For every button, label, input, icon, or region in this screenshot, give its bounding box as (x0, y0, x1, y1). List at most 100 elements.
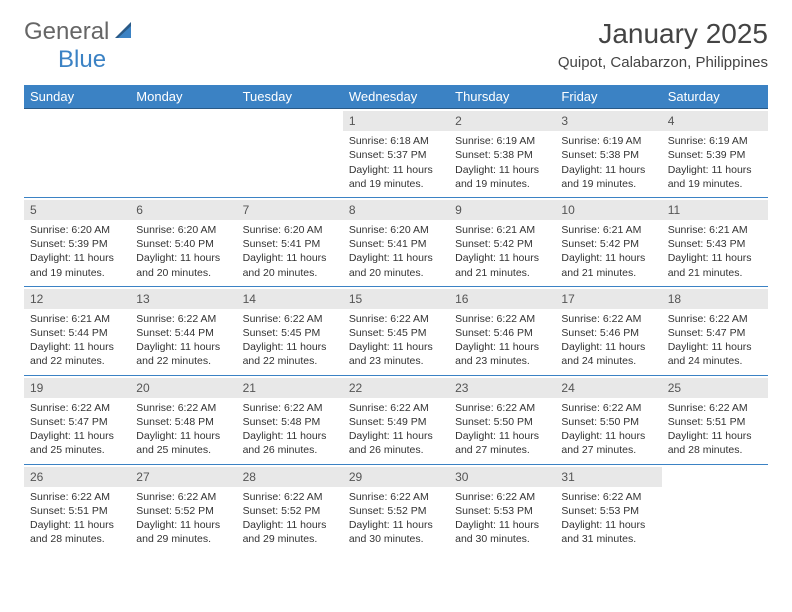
sunset-text: Sunset: 5:41 PM (349, 237, 443, 251)
day-number: 6 (130, 200, 236, 220)
day-number: 8 (343, 200, 449, 220)
sunset-text: Sunset: 5:48 PM (243, 415, 337, 429)
daylight-text: Daylight: 11 hours and 25 minutes. (136, 429, 230, 457)
sunrise-text: Sunrise: 6:19 AM (668, 134, 762, 148)
day-number: 5 (24, 200, 130, 220)
sunset-text: Sunset: 5:49 PM (349, 415, 443, 429)
sunset-text: Sunset: 5:42 PM (455, 237, 549, 251)
sunset-text: Sunset: 5:45 PM (243, 326, 337, 340)
sunset-text: Sunset: 5:41 PM (243, 237, 337, 251)
sunrise-text: Sunrise: 6:22 AM (455, 490, 549, 504)
day-number: 18 (662, 289, 768, 309)
calendar-cell: 2Sunrise: 6:19 AMSunset: 5:38 PMDaylight… (449, 109, 555, 198)
day-number: 27 (130, 467, 236, 487)
day-number: 16 (449, 289, 555, 309)
sunset-text: Sunset: 5:43 PM (668, 237, 762, 251)
sunset-text: Sunset: 5:47 PM (668, 326, 762, 340)
sunrise-text: Sunrise: 6:22 AM (668, 312, 762, 326)
calendar-row: 26Sunrise: 6:22 AMSunset: 5:51 PMDayligh… (24, 464, 768, 552)
calendar-cell: 20Sunrise: 6:22 AMSunset: 5:48 PMDayligh… (130, 375, 236, 464)
calendar-cell: 14Sunrise: 6:22 AMSunset: 5:45 PMDayligh… (237, 286, 343, 375)
sunrise-text: Sunrise: 6:22 AM (349, 490, 443, 504)
sunrise-text: Sunrise: 6:21 AM (30, 312, 124, 326)
day-number: 13 (130, 289, 236, 309)
sunset-text: Sunset: 5:51 PM (668, 415, 762, 429)
sunrise-text: Sunrise: 6:21 AM (561, 223, 655, 237)
sunset-text: Sunset: 5:40 PM (136, 237, 230, 251)
calendar-cell: 28Sunrise: 6:22 AMSunset: 5:52 PMDayligh… (237, 464, 343, 552)
calendar-cell: 26Sunrise: 6:22 AMSunset: 5:51 PMDayligh… (24, 464, 130, 552)
calendar-cell: 3 Sunrise: 6:19 AMSunset: 5:38 PMDaylight… (555, 109, 661, 198)
day-number: 30 (449, 467, 555, 487)
sunset-text: Sunset: 5:51 PM (30, 504, 124, 518)
daylight-text: Daylight: 11 hours and 21 minutes. (668, 251, 762, 279)
daylight-text: Daylight: 11 hours and 20 minutes. (136, 251, 230, 279)
daylight-text: Daylight: 11 hours and 22 minutes. (136, 340, 230, 368)
calendar-cell (237, 109, 343, 198)
sunset-text: Sunset: 5:39 PM (30, 237, 124, 251)
weekday-sunday: Sunday (24, 85, 130, 109)
sunset-text: Sunset: 5:52 PM (349, 504, 443, 518)
sunrise-text: Sunrise: 6:22 AM (136, 490, 230, 504)
calendar-cell: 1Sunrise: 6:18 AMSunset: 5:37 PMDaylight… (343, 109, 449, 198)
day-number: 15 (343, 289, 449, 309)
calendar-cell (662, 464, 768, 552)
sunrise-text: Sunrise: 6:22 AM (30, 490, 124, 504)
weekday-tuesday: Tuesday (237, 85, 343, 109)
daylight-text: Daylight: 11 hours and 28 minutes. (668, 429, 762, 457)
calendar-cell: 21Sunrise: 6:22 AMSunset: 5:48 PMDayligh… (237, 375, 343, 464)
sunset-text: Sunset: 5:47 PM (30, 415, 124, 429)
sunrise-text: Sunrise: 6:19 AM (455, 134, 549, 148)
weekday-header-row: Sunday Monday Tuesday Wednesday Thursday… (24, 85, 768, 109)
sunrise-text: Sunrise: 6:19 AM (561, 134, 655, 148)
day-number: 10 (555, 200, 661, 220)
day-number: 22 (343, 378, 449, 398)
sunrise-text: Sunrise: 6:20 AM (349, 223, 443, 237)
sunset-text: Sunset: 5:52 PM (136, 504, 230, 518)
calendar-cell: 19Sunrise: 6:22 AMSunset: 5:47 PMDayligh… (24, 375, 130, 464)
day-number: 28 (237, 467, 343, 487)
logo-sail-icon (113, 20, 133, 45)
sunset-text: Sunset: 5:53 PM (561, 504, 655, 518)
sunrise-text: Sunrise: 6:22 AM (561, 490, 655, 504)
sunset-text: Sunset: 5:38 PM (561, 148, 655, 162)
calendar-row: 1Sunrise: 6:18 AMSunset: 5:37 PMDaylight… (24, 109, 768, 198)
calendar-cell: 24Sunrise: 6:22 AMSunset: 5:50 PMDayligh… (555, 375, 661, 464)
daylight-text: Daylight: 11 hours and 19 minutes. (561, 163, 655, 191)
calendar-table: Sunday Monday Tuesday Wednesday Thursday… (24, 85, 768, 552)
sunrise-text: Sunrise: 6:18 AM (349, 134, 443, 148)
sunrise-text: Sunrise: 6:22 AM (243, 312, 337, 326)
weekday-thursday: Thursday (449, 85, 555, 109)
calendar-cell: 6Sunrise: 6:20 AMSunset: 5:40 PMDaylight… (130, 197, 236, 286)
daylight-text: Daylight: 11 hours and 19 minutes. (30, 251, 124, 279)
daylight-text: Daylight: 11 hours and 19 minutes. (349, 163, 443, 191)
day-number: 4 (662, 111, 768, 131)
day-number: 31 (555, 467, 661, 487)
day-number: 23 (449, 378, 555, 398)
sunrise-text: Sunrise: 6:22 AM (455, 401, 549, 415)
calendar-cell: 15Sunrise: 6:22 AMSunset: 5:45 PMDayligh… (343, 286, 449, 375)
sunset-text: Sunset: 5:44 PM (136, 326, 230, 340)
sunset-text: Sunset: 5:37 PM (349, 148, 443, 162)
daylight-text: Daylight: 11 hours and 20 minutes. (349, 251, 443, 279)
sunrise-text: Sunrise: 6:22 AM (668, 401, 762, 415)
calendar-row: 19Sunrise: 6:22 AMSunset: 5:47 PMDayligh… (24, 375, 768, 464)
daylight-text: Daylight: 11 hours and 27 minutes. (561, 429, 655, 457)
daylight-text: Daylight: 11 hours and 21 minutes. (455, 251, 549, 279)
daylight-text: Daylight: 11 hours and 23 minutes. (455, 340, 549, 368)
calendar-cell: 27Sunrise: 6:22 AMSunset: 5:52 PMDayligh… (130, 464, 236, 552)
daylight-text: Daylight: 11 hours and 21 minutes. (561, 251, 655, 279)
sunrise-text: Sunrise: 6:20 AM (243, 223, 337, 237)
sunset-text: Sunset: 5:52 PM (243, 504, 337, 518)
title-location: Quipot, Calabarzon, Philippines (558, 54, 768, 71)
calendar-cell: 7Sunrise: 6:20 AMSunset: 5:41 PMDaylight… (237, 197, 343, 286)
calendar-cell: 9Sunrise: 6:21 AMSunset: 5:42 PMDaylight… (449, 197, 555, 286)
logo-text-blue: Blue (58, 46, 106, 73)
daylight-text: Daylight: 11 hours and 20 minutes. (243, 251, 337, 279)
sunset-text: Sunset: 5:53 PM (455, 504, 549, 518)
daylight-text: Daylight: 11 hours and 30 minutes. (455, 518, 549, 546)
daylight-text: Daylight: 11 hours and 29 minutes. (243, 518, 337, 546)
calendar-cell (24, 109, 130, 198)
day-number: 3 (555, 111, 661, 131)
day-number: 25 (662, 378, 768, 398)
